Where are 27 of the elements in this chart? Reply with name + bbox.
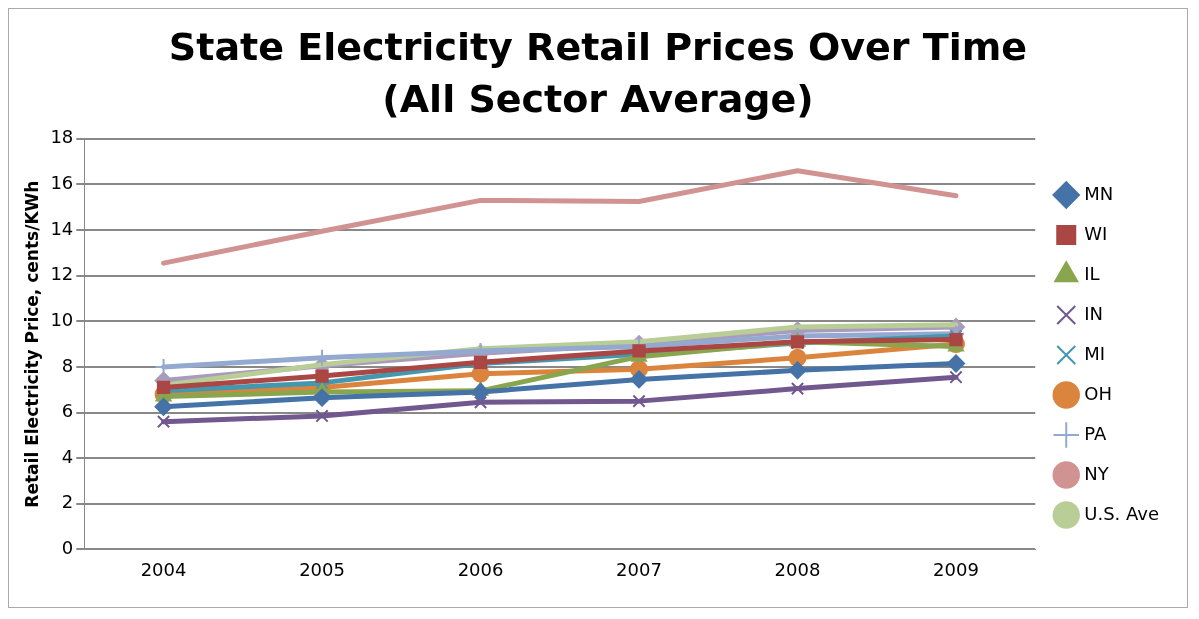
x-tick-label: 2004 xyxy=(140,558,187,580)
y-tick-label: 14 xyxy=(50,217,74,239)
chart-title: State Electricity Retail Prices Over Time (All Sector Average) xyxy=(167,24,1029,123)
x-tick-label: 2009 xyxy=(933,558,979,580)
legend-label: MN xyxy=(1084,182,1114,204)
x-tick-label: 2007 xyxy=(616,558,662,580)
legend-label: IN xyxy=(1084,302,1104,324)
legend-label: WI xyxy=(1084,222,1108,244)
x-tick-label: 2006 xyxy=(457,558,504,580)
legend-label: IL xyxy=(1084,262,1100,284)
x-tick-label: 2008 xyxy=(774,558,821,580)
y-tick-label: 8 xyxy=(61,354,74,376)
y-tick-label: 6 xyxy=(61,400,74,422)
y-tick-label: 4 xyxy=(61,445,74,467)
y-tick-label: 10 xyxy=(50,308,74,330)
y-tick-label: 18 xyxy=(50,126,74,148)
legend-label: PA xyxy=(1084,422,1107,444)
x-tick-label: 2005 xyxy=(299,558,345,580)
legend-label: U.S. Ave xyxy=(1084,502,1160,524)
y-tick-label: 12 xyxy=(50,263,74,285)
legend-label: MI xyxy=(1084,342,1106,364)
legend-label: NY xyxy=(1084,462,1110,484)
y-tick-label: 2 xyxy=(61,491,74,513)
y-axis-title: Retail Electricity Price, cents/KWh xyxy=(21,180,42,508)
y-tick-label: 0 xyxy=(61,537,74,559)
legend-label: OH xyxy=(1084,382,1112,404)
y-tick-label: 16 xyxy=(50,172,74,194)
